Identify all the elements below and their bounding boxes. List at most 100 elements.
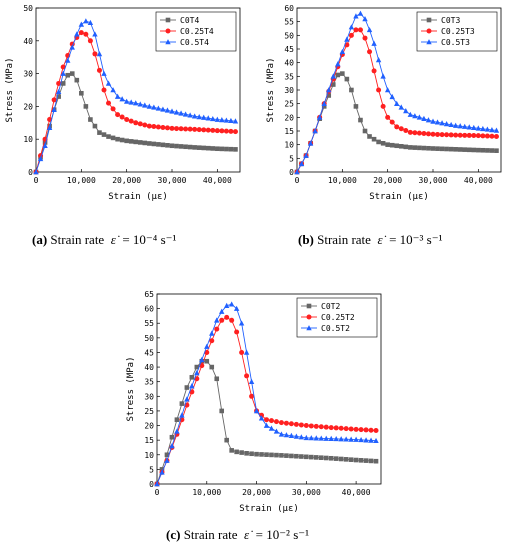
chart-b-data-point — [357, 27, 363, 33]
chart-a-data-point — [92, 123, 98, 129]
chart-c-ytick-label: 15 — [144, 436, 154, 445]
chart-b-data-point — [403, 128, 409, 134]
chart-b-data-point — [362, 128, 368, 134]
chart-b-data-point — [366, 26, 373, 33]
chart-a-data-point — [232, 129, 238, 135]
chart-a-data-point — [228, 128, 234, 134]
chart-b-data-point — [412, 130, 418, 136]
chart-c-data-point — [274, 452, 279, 458]
chart-a-xtick-label: 10,000 — [67, 176, 96, 185]
caption-a-value: = 10⁻⁴ s⁻¹ — [122, 232, 177, 247]
chart-a-data-point — [97, 130, 102, 135]
chart-a-data-point — [74, 77, 80, 83]
chart-a-data-point — [101, 87, 107, 93]
chart-c-data-point — [358, 458, 364, 463]
chart-b-data-point — [394, 143, 400, 149]
chart-b-data-point — [421, 115, 427, 121]
chart-a-data-point — [115, 136, 120, 142]
caption-b-value: = 10⁻³ s⁻¹ — [389, 232, 443, 247]
chart-c-data-point — [264, 417, 270, 423]
caption-a: (a) Strain rate ε̇ = 10⁻⁴ s⁻¹ — [32, 232, 176, 248]
chart-b-ytick-label: 20 — [284, 113, 294, 122]
chart-b-ytick-label: 55 — [284, 18, 294, 27]
chart-a-data-point — [196, 113, 202, 120]
chart-b-data-point — [303, 152, 309, 158]
chart-a-data-point — [142, 140, 148, 146]
chart-b-data-point — [444, 132, 450, 138]
chart-c-data-point — [209, 364, 215, 370]
chart-c-data-point — [358, 427, 364, 433]
chart-b-data-point — [407, 129, 413, 135]
chart-c-data-point — [264, 452, 269, 457]
chart-b-data-point — [316, 114, 323, 120]
chart-c-data-point — [214, 376, 220, 382]
chart-b-data-point — [398, 126, 404, 132]
chart-a-data-point — [105, 80, 112, 86]
chart-a-data-point — [215, 146, 220, 152]
chart-c: 0 5 10 15 20 25 30 35 40 45 50 55 60 65 0 10,000 20,000 3… — [120, 282, 400, 522]
chart-a-data-point — [219, 146, 225, 152]
chart-c-ytick-label: 35 — [144, 378, 154, 387]
chart-a-data-point — [74, 31, 80, 37]
chart-c-data-point — [159, 469, 165, 475]
chart-b-data-point — [357, 10, 364, 16]
chart-a-data-point — [92, 51, 98, 57]
chart-a-data-point — [219, 117, 225, 123]
chart-c-data-point — [284, 453, 289, 458]
chart-a-data-point — [128, 99, 134, 105]
chart-c-xtick-label: 40,000 — [342, 488, 371, 497]
chart-a-data-point — [182, 111, 189, 117]
chart-a-data-point — [205, 145, 211, 151]
chart-a-data-point — [219, 128, 225, 134]
chart-a-data-point — [83, 31, 89, 37]
chart-a-data-point — [147, 141, 152, 146]
chart-a-data-point — [60, 70, 66, 76]
chart-c-data-point — [298, 422, 304, 428]
chart-c-ytick-label: 65 — [144, 290, 154, 299]
chart-a-xtick-label: 40,000 — [203, 176, 232, 185]
chart-b-data-point — [394, 100, 400, 106]
caption-b: (b) Strain rate ε̇ = 10⁻³ s⁻¹ — [298, 232, 442, 248]
chart-a-data-point — [187, 126, 193, 132]
chart-a-data-point — [60, 64, 66, 70]
chart-c-legend-label: C0.25T2 — [321, 313, 355, 322]
caption-a-symbol: ε̇ — [110, 232, 116, 247]
chart-c-data-point — [194, 376, 200, 382]
chart-a-data-point — [223, 117, 230, 123]
chart-c-xtick-label: 10,000 — [192, 488, 221, 497]
chart-c-data-point — [229, 317, 235, 323]
chart-b-data-point — [421, 145, 427, 151]
chart-c-data-point — [323, 455, 329, 461]
chart-b-data-point — [443, 120, 450, 127]
chart-b-data-point — [380, 103, 386, 109]
chart-c-data-point — [348, 436, 354, 442]
chart-c-data-point — [233, 305, 240, 311]
chart-c-data-point — [368, 427, 374, 433]
chart-a-data-point — [37, 155, 44, 162]
chart-c-data-point — [268, 425, 275, 431]
chart-a-legend-label: C0T4 — [180, 16, 199, 25]
chart-c-plot-frame — [156, 293, 382, 485]
chart-c-data-point — [313, 435, 319, 441]
chart-b-data-point — [457, 123, 463, 129]
chart-b-data-point — [452, 122, 459, 128]
chart-a-data-point — [114, 93, 121, 99]
chart-b-data-point — [435, 131, 441, 137]
chart-c-data-point — [373, 458, 379, 464]
chart-c-data-point — [159, 467, 165, 472]
chart-a-ytick-label: 20 — [23, 102, 33, 111]
chart-c-data-point — [298, 434, 305, 440]
chart-a-data-point — [142, 122, 148, 128]
chart-b-data-point — [348, 24, 355, 30]
chart-b-data-point — [485, 148, 490, 153]
chart-b-series-2 — [294, 10, 500, 175]
chart-c-data-point — [154, 481, 160, 487]
chart-a-data-point — [196, 145, 202, 150]
chart-c-data-point — [373, 428, 379, 434]
chart-b-svg: 0 5 10 15 20 25 30 35 40 45 50 55 60 0 10,000 20,000 30,… — [266, 4, 502, 202]
chart-c-data-point — [189, 375, 195, 380]
chart-c-data-point — [333, 456, 339, 461]
chart-b-data-point — [417, 145, 422, 151]
chart-c-data-point — [338, 425, 344, 431]
chart-c-data-point — [343, 436, 349, 442]
